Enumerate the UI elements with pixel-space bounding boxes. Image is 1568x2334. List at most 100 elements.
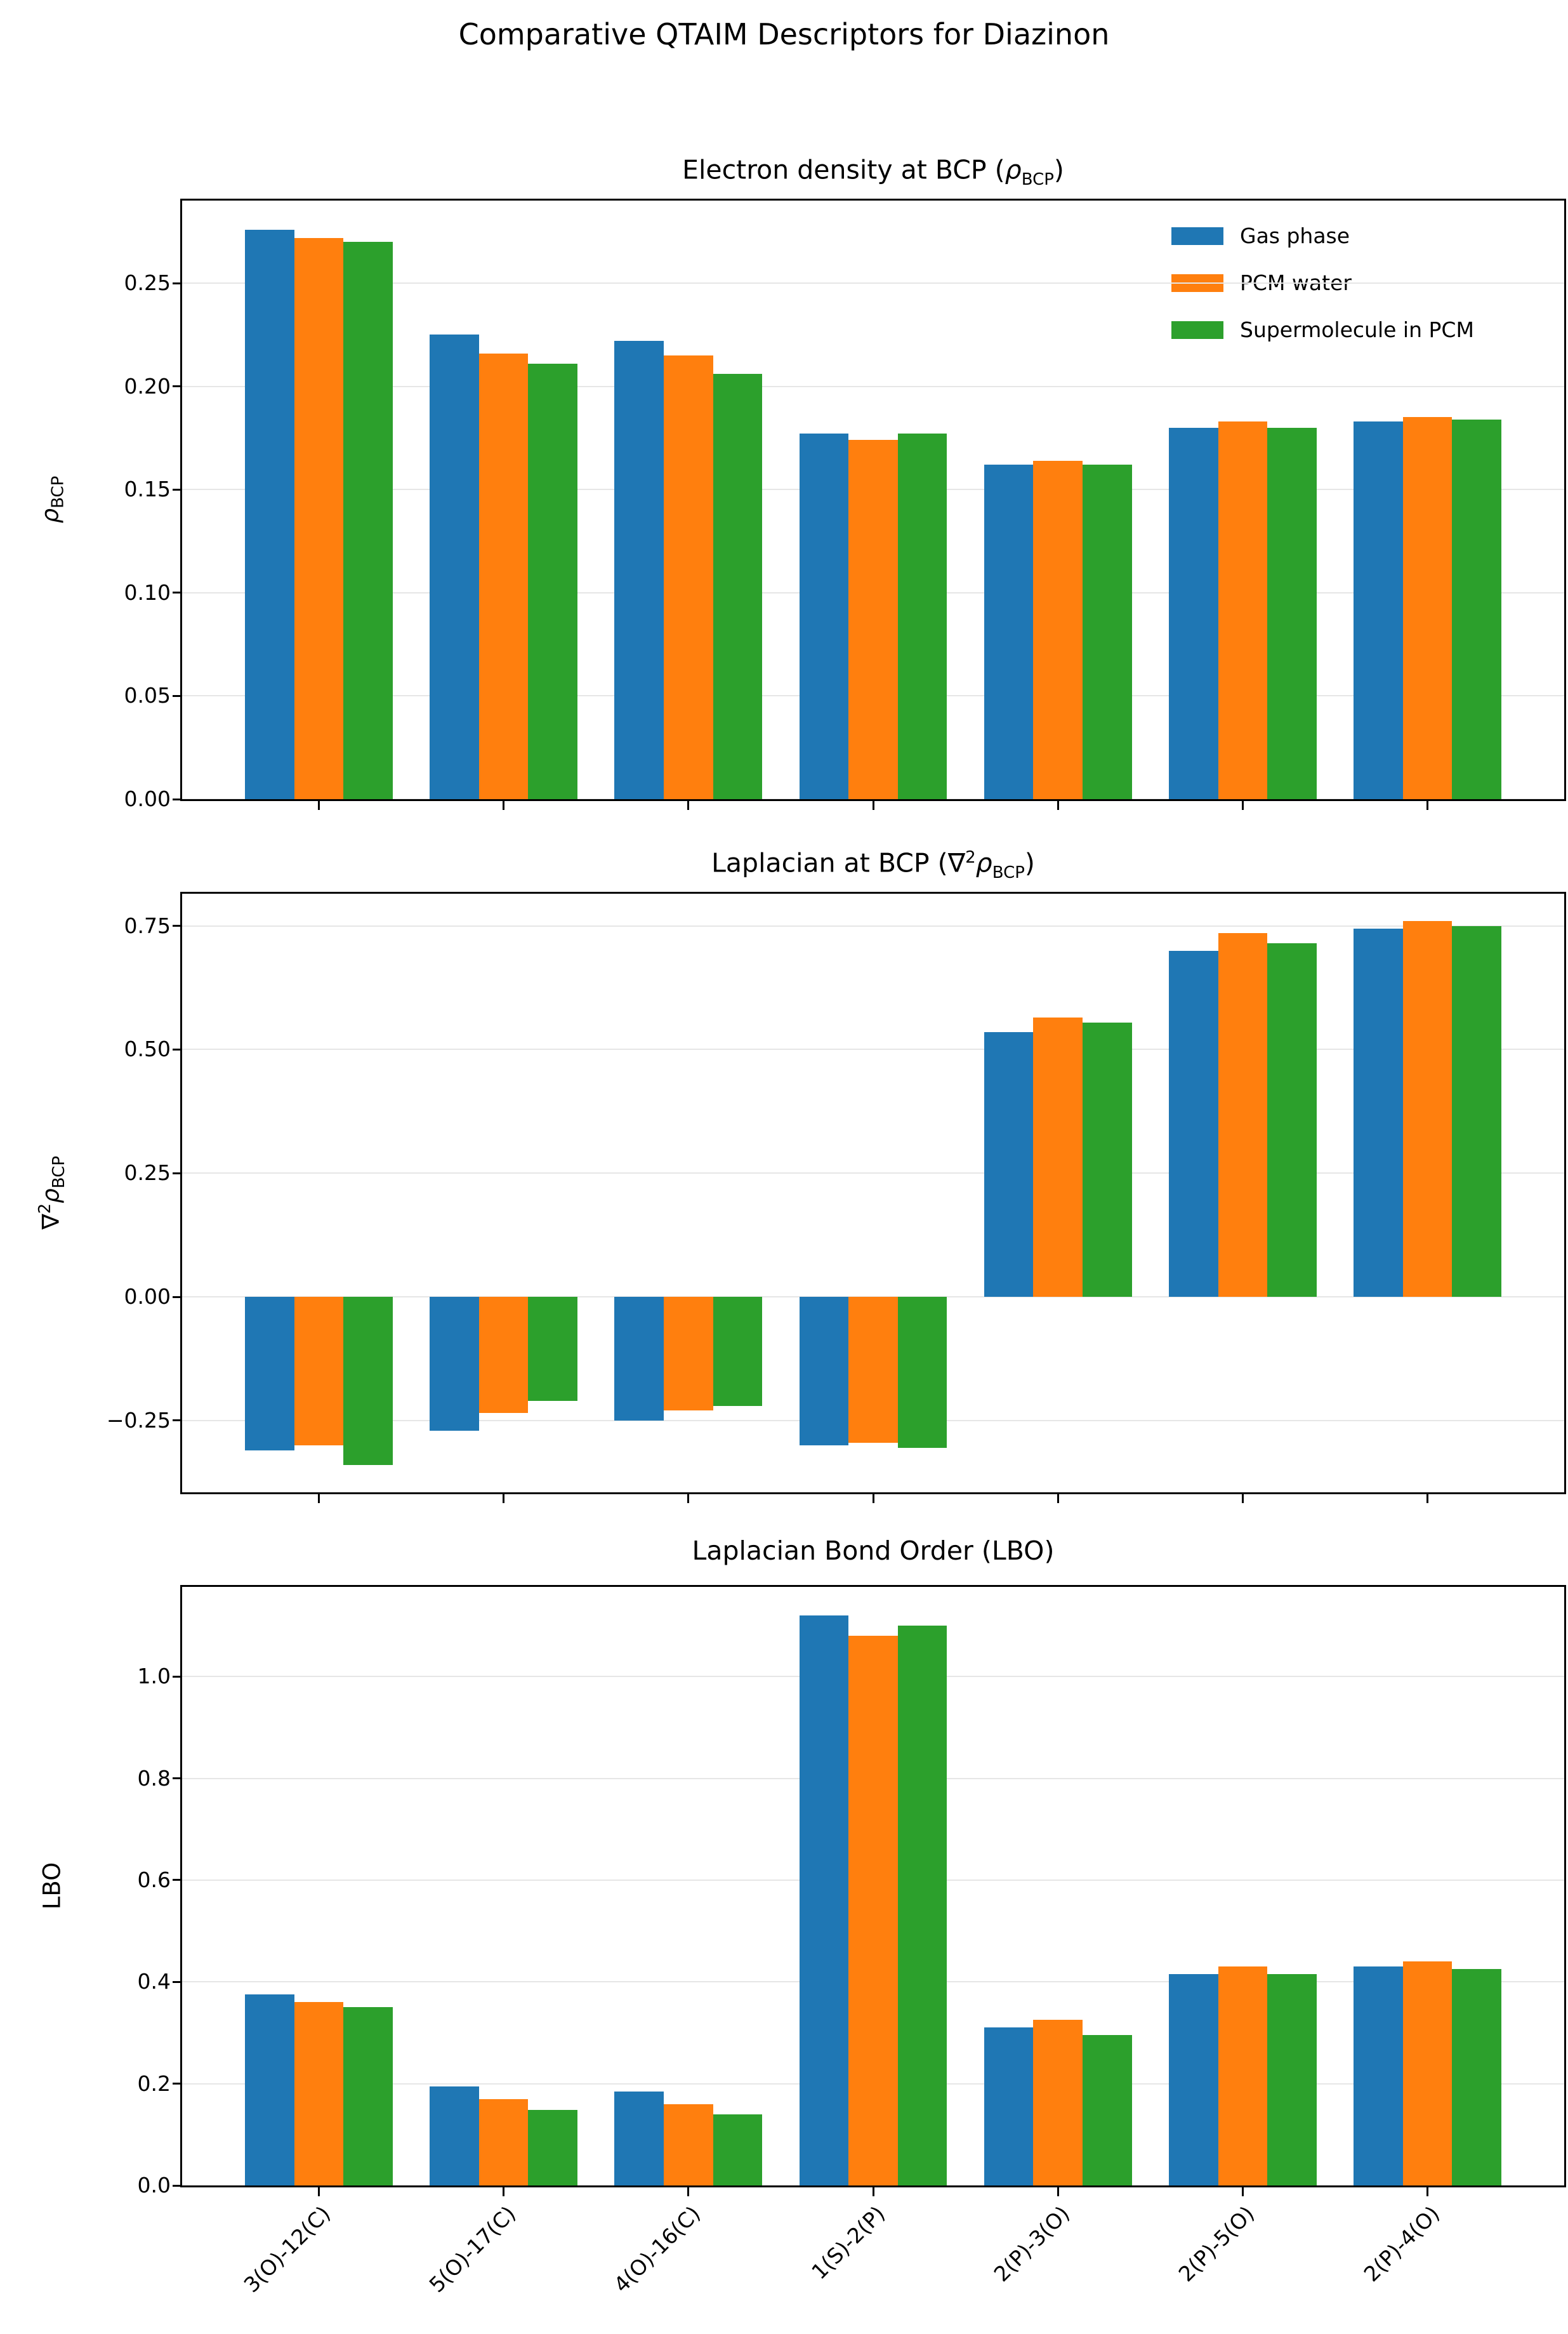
bar-gas-phase [245,229,294,799]
bar-gas-phase [799,434,849,799]
nabla-symbol: ∇ [37,1214,65,1230]
x-tick-mark [503,1494,505,1503]
gridline [182,282,1564,284]
x-category-label: 1(S)-2(P) [807,2201,890,2284]
y-tick-mark [173,1980,182,1983]
bar-supermolecule-in-pcm [713,374,763,799]
bar-gas-phase [614,1297,664,1421]
x-tick-mark [1241,2187,1244,2196]
y-tick-mark [173,1675,182,1678]
y-tick-label: 0.2 [137,2071,171,2096]
bar-pcm-water [664,2104,713,2185]
y-tick-mark [173,1419,182,1422]
y-tick-label: 0.8 [137,1765,171,1791]
bar-supermolecule-in-pcm [1452,419,1501,799]
x-tick-mark [1426,1494,1429,1503]
subplot2-ylabel: ∇2ρBCP [36,1156,69,1230]
bar-gas-phase [799,1297,849,1445]
supermolecule-swatch-icon [1171,321,1223,339]
x-tick-mark [317,801,320,810]
axes-frame-lbo [180,1585,1566,2187]
x-tick-mark [503,801,505,810]
bar-pcm-water [848,1635,898,2185]
bar-gas-phase [1168,427,1218,799]
legend-item-gas-phase: Gas phase [1171,222,1474,250]
gas-phase-swatch-icon [1171,227,1223,245]
y-tick-mark [173,1777,182,1779]
x-tick-mark [1241,1494,1244,1503]
y-tick-label: 0.25 [124,270,171,296]
bar-gas-phase [1168,1974,1218,2185]
subplot3-ylabel: LBO [39,1862,66,1909]
bar-gas-phase [245,1994,294,2185]
rho-symbol: ρ [36,508,64,524]
bar-supermolecule-in-pcm [713,1297,763,1406]
x-category-label: 5(O)-17(C) [424,2201,520,2298]
x-category-label: 4(O)-16(C) [609,2201,705,2298]
bar-supermolecule-in-pcm [1083,465,1132,799]
y-tick-mark [173,798,182,800]
y-tick-label: 0.00 [124,786,171,811]
x-tick-mark [687,1494,690,1503]
bar-pcm-water [664,1297,713,1411]
y-tick-mark [173,694,182,697]
bcp-subscript: BCP [49,1155,69,1189]
x-tick-mark [687,2187,690,2196]
subplot2-title-close: ) [1024,847,1035,879]
y-tick-label: −0.25 [106,1407,171,1433]
bar-gas-phase [799,1615,849,2185]
subplot1-title-text: Electron density at BCP ( [682,154,1005,185]
y-tick-label: 0.0 [137,2173,171,2198]
y-tick-mark [173,488,182,491]
bar-supermolecule-in-pcm [1267,427,1317,799]
nabla-exponent: 2 [36,1203,55,1214]
gridline [182,1049,1564,1051]
subplot1-title-close: ) [1053,154,1064,185]
subplot3-title-text: Laplacian Bond Order (LBO) [692,1535,1055,1566]
x-tick-mark [317,1494,320,1503]
bar-supermolecule-in-pcm [528,363,578,799]
y-tick-label: 0.05 [124,683,171,708]
x-tick-mark [1426,801,1429,810]
legend: Gas phase PCM water Supermolecule in PCM [1171,222,1474,362]
bar-gas-phase [1354,1966,1403,2185]
y-tick-label: 0.25 [124,1160,171,1186]
bar-gas-phase [245,1297,294,1450]
rho-symbol: ρ [37,1188,65,1203]
bar-supermolecule-in-pcm [1452,1969,1501,2185]
x-tick-mark [1241,801,1244,810]
x-tick-mark [503,2187,505,2196]
y-tick-mark [173,1172,182,1174]
bar-pcm-water [1218,933,1268,1297]
bar-supermolecule-in-pcm [1267,943,1317,1297]
bar-supermolecule-in-pcm [1452,925,1501,1297]
y-tick-label: 0.50 [124,1037,171,1062]
gridline [182,1172,1564,1174]
legend-label: Gas phase [1240,223,1350,248]
bar-gas-phase [1354,421,1403,799]
y-tick-label: 0.10 [124,580,171,605]
figure-title: Comparative QTAIM Descriptors for Diazin… [458,17,1110,51]
x-tick-mark [1057,801,1059,810]
bcp-subscript: BCP [992,863,1025,882]
bar-pcm-water [294,2002,344,2185]
gridline [182,385,1564,387]
subplot2-title: Laplacian at BCP (∇2ρBCP) [182,842,1564,889]
x-tick-mark [872,1494,874,1503]
bar-supermolecule-in-pcm [1267,1974,1317,2185]
bar-pcm-water [1033,460,1083,799]
y-tick-mark [173,2184,182,2187]
subplot3-title: Laplacian Bond Order (LBO) [182,1535,1564,1567]
subplot2-title-text: Laplacian at BCP ( [711,847,948,879]
subplot3-ylabel-text: LBO [38,1862,66,1910]
y-tick-label: 0.4 [137,1969,171,1994]
y-tick-label: 1.0 [137,1664,171,1689]
legend-label: Supermolecule in PCM [1240,317,1474,342]
y-tick-mark [173,1048,182,1051]
rho-symbol: ρ [1005,154,1022,185]
bar-pcm-water [1402,417,1453,799]
y-tick-label: 0.75 [124,913,171,938]
bcp-subscript: BCP [1021,169,1054,189]
bar-gas-phase [614,2091,664,2185]
